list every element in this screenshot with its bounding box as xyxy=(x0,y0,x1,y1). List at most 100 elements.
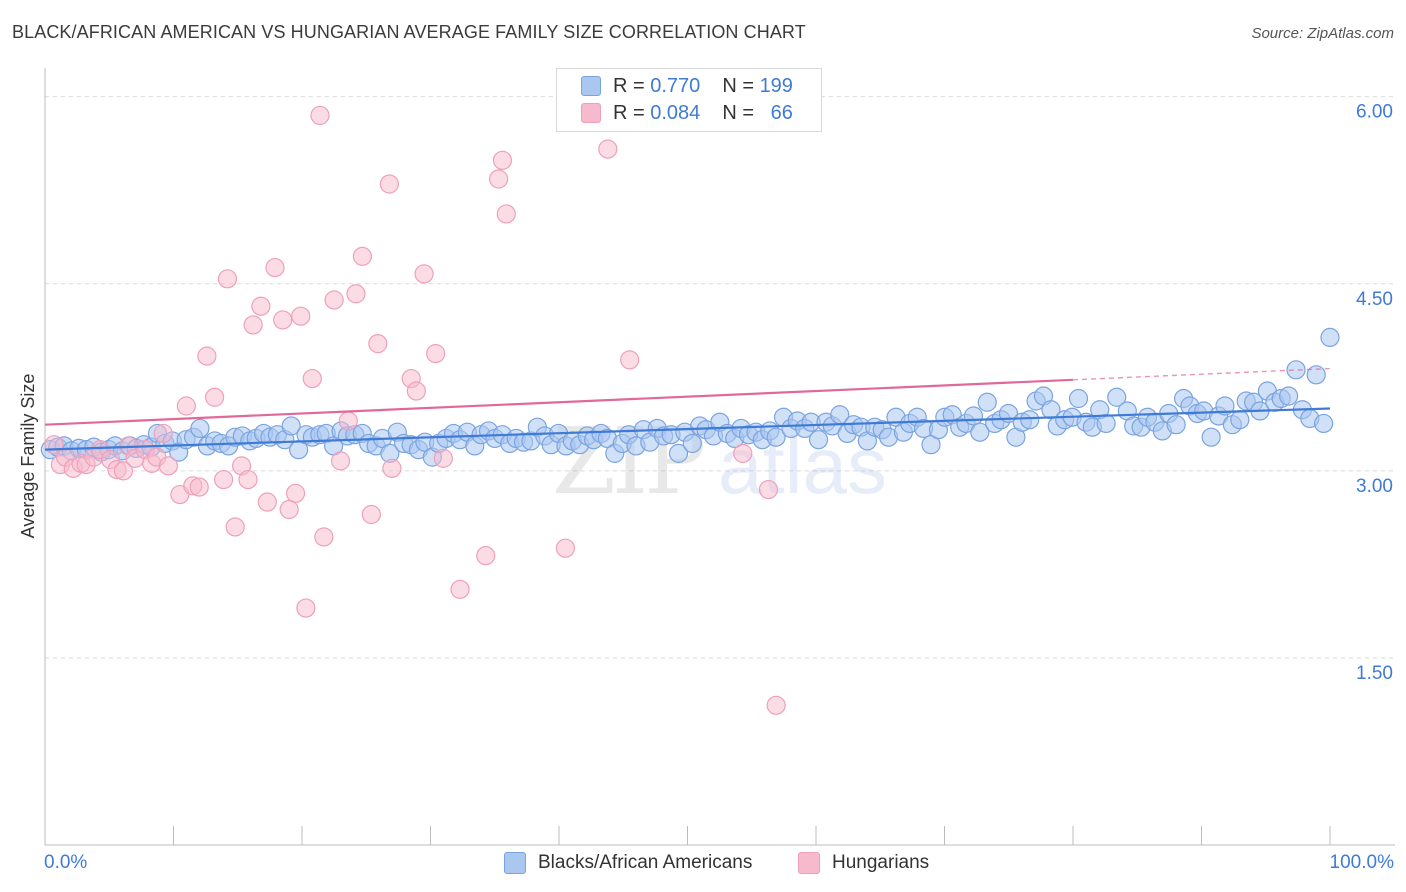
legend-row-blacks: R = 0.770 N = 199 xyxy=(581,73,793,99)
y-tick-label: 6.00 xyxy=(1356,102,1393,123)
trend-line-hungarians-extension xyxy=(1072,367,1331,381)
point-hungarians xyxy=(205,387,225,407)
point-hungarians xyxy=(379,174,399,194)
point-hungarians xyxy=(251,296,271,316)
point-hungarians xyxy=(314,527,334,547)
point-hungarians xyxy=(273,310,293,330)
r-value: 0.084 xyxy=(650,101,701,124)
legend-swatch-blacks xyxy=(581,76,601,96)
point-hungarians xyxy=(426,344,446,364)
legend-swatch-hungarians-bottom xyxy=(798,852,820,874)
point-blacks xyxy=(1068,388,1089,409)
point-blacks xyxy=(1320,327,1340,348)
point-hungarians xyxy=(310,105,330,126)
point-blacks xyxy=(1166,415,1186,435)
point-blacks xyxy=(668,443,689,463)
point-hungarians xyxy=(296,598,316,618)
point-blacks xyxy=(970,422,990,442)
point-blacks xyxy=(1020,410,1040,430)
point-hungarians xyxy=(330,451,351,471)
x-max-label: 100.0% xyxy=(1329,852,1394,873)
y-tick-label: 4.50 xyxy=(1356,289,1393,310)
point-blacks xyxy=(1279,386,1299,406)
point-hungarians xyxy=(598,139,618,159)
point-hungarians xyxy=(766,695,786,715)
point-hungarians xyxy=(620,350,640,370)
point-hungarians xyxy=(414,264,434,284)
point-hungarians xyxy=(324,290,344,310)
legend-item-hungarians[interactable]: Hungarians xyxy=(798,852,929,874)
point-hungarians xyxy=(214,469,234,490)
point-blacks xyxy=(281,416,301,436)
point-hungarians xyxy=(257,492,277,512)
n-label: N = xyxy=(722,74,754,97)
source-label: Source: ZipAtlas.com xyxy=(1251,25,1394,42)
point-hungarians xyxy=(158,456,178,476)
point-hungarians xyxy=(476,546,496,566)
point-hungarians xyxy=(555,538,576,558)
x-min-label: 0.0% xyxy=(44,852,88,873)
point-blacks xyxy=(1201,427,1221,447)
point-blacks xyxy=(1286,360,1306,380)
point-hungarians xyxy=(489,169,509,189)
point-hungarians xyxy=(113,461,133,481)
r-label: R = xyxy=(613,101,645,124)
point-hungarians xyxy=(176,396,196,416)
n-value: 199 xyxy=(759,74,793,97)
point-blacks xyxy=(1314,413,1334,434)
trend-layer xyxy=(44,367,1331,451)
n-label: N = xyxy=(722,101,754,124)
point-blacks xyxy=(808,430,829,450)
chart-title: BLACK/AFRICAN AMERICAN VS HUNGARIAN AVER… xyxy=(12,22,806,42)
correlation-legend: R = 0.770 N = 199 R = 0.084 N = 66 xyxy=(556,68,822,132)
point-hungarians xyxy=(189,477,209,497)
legend-swatch-blacks-bottom xyxy=(504,852,526,874)
trend-line-hungarians xyxy=(44,378,1074,426)
point-blacks xyxy=(766,427,786,447)
point-hungarians xyxy=(361,504,381,525)
point-blacks xyxy=(1215,396,1235,416)
gridlines xyxy=(45,96,1395,659)
point-hungarians xyxy=(225,517,245,537)
n-value: 66 xyxy=(770,101,793,124)
point-hungarians xyxy=(346,284,366,304)
point-blacks xyxy=(1041,400,1061,420)
point-blacks xyxy=(190,418,210,439)
point-hungarians xyxy=(302,368,322,389)
y-tick-label: 1.50 xyxy=(1356,663,1393,684)
point-blacks xyxy=(1230,410,1250,430)
point-hungarians xyxy=(279,499,299,520)
legend-item-blacks[interactable]: Blacks/African Americans xyxy=(504,852,752,874)
point-hungarians xyxy=(733,443,753,463)
point-hungarians xyxy=(382,458,402,478)
point-hungarians xyxy=(285,483,306,503)
point-blacks xyxy=(1096,413,1116,434)
point-hungarians xyxy=(368,334,388,354)
point-hungarians xyxy=(492,150,513,170)
trend-line-blacks xyxy=(44,407,1331,451)
legend-swatch-hungarians xyxy=(581,103,601,123)
point-hungarians xyxy=(153,423,173,444)
point-blacks xyxy=(1107,387,1127,407)
point-hungarians xyxy=(496,204,516,224)
legend-label: Blacks/African Americans xyxy=(538,852,753,873)
point-blacks xyxy=(963,406,984,426)
point-hungarians xyxy=(406,381,426,401)
series-legend: Blacks/African Americans Hungarians xyxy=(0,852,1406,878)
legend-label: Hungarians xyxy=(832,852,930,873)
legend-row-hungarians: R = 0.084 N = 66 xyxy=(581,100,793,126)
point-hungarians xyxy=(450,579,470,599)
point-hungarians xyxy=(243,315,263,335)
point-hungarians xyxy=(217,269,238,289)
y-axis-label: Average Family Size xyxy=(18,374,38,539)
point-hungarians xyxy=(758,479,779,500)
y-tick-labels: 1.50 3.00 4.50 6.00 xyxy=(1356,102,1393,684)
point-hungarians xyxy=(238,469,258,490)
point-hungarians xyxy=(197,346,217,366)
r-value: 0.770 xyxy=(650,74,701,97)
y-tick-label: 3.00 xyxy=(1356,476,1393,497)
point-hungarians xyxy=(291,306,311,326)
point-hungarians xyxy=(265,257,285,278)
point-hungarians xyxy=(433,448,453,468)
